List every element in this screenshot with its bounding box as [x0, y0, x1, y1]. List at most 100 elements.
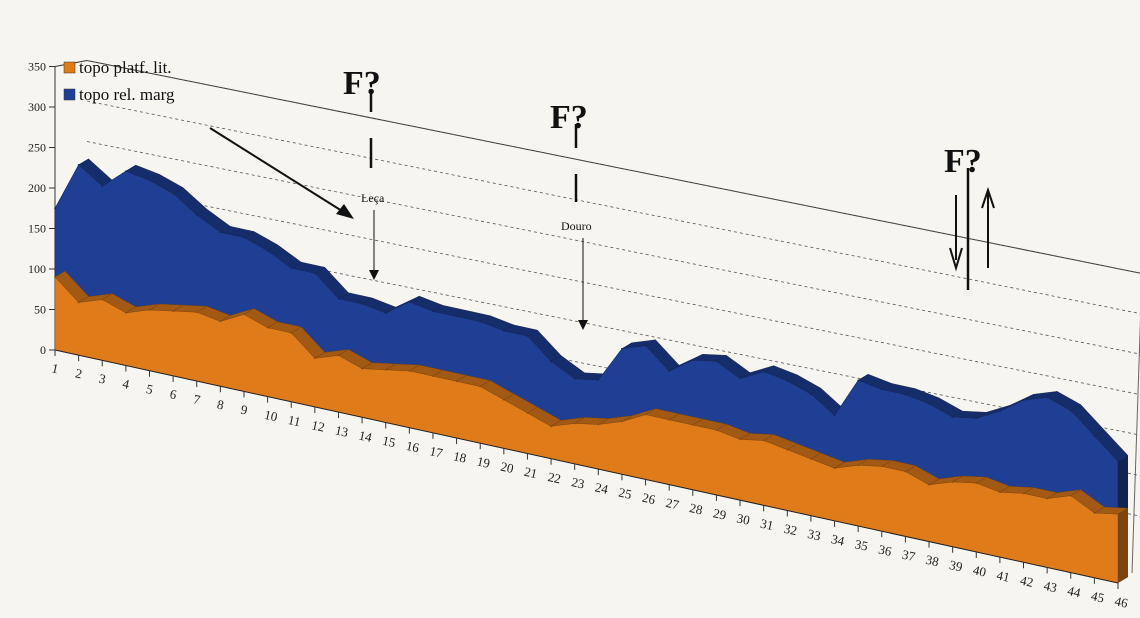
x-tick-label: 4: [121, 376, 131, 392]
y-tick-label: 150: [28, 222, 46, 236]
x-tick-label: 11: [287, 412, 302, 429]
x-tick-label: 44: [1066, 583, 1082, 601]
x-tick-label: 28: [688, 500, 704, 517]
data-point: [219, 231, 222, 234]
x-tick-label: 34: [830, 531, 846, 549]
data-point: [290, 332, 293, 334]
x-tick-label: 27: [665, 495, 681, 513]
data-point: [101, 185, 104, 188]
data-point: [928, 484, 930, 486]
river-label-leca: Leça: [361, 191, 385, 205]
frame-right-edge: [1131, 318, 1140, 574]
y-tick-label: 0: [40, 343, 46, 357]
legend: topo platf. lit. topo rel. marg: [63, 58, 175, 104]
data-point: [54, 276, 56, 278]
annotations: F? F? F? Leça Douro: [209, 65, 995, 330]
x-tick-label: 21: [523, 464, 539, 481]
data-point: [384, 312, 387, 314]
x-tick-label: 36: [877, 542, 893, 560]
data-point: [715, 429, 718, 431]
data-point: [833, 467, 836, 470]
data-point: [880, 465, 883, 468]
data-point: [1022, 492, 1025, 495]
data-point: [621, 420, 623, 423]
data-point: [857, 379, 859, 382]
data-point: [432, 310, 434, 313]
data-point: [503, 398, 505, 401]
x-tick-label: 30: [735, 510, 751, 527]
x-axis-ticks: 1 2 3 4 5 6 7 8 9 10 11 12 13 14 15 16 17 18 19 20 21 22 23 24 2…: [50, 350, 1130, 611]
river-arrow-head-douro: [578, 320, 588, 330]
x-tick-label: 15: [381, 433, 397, 450]
data-point: [125, 312, 127, 314]
data-point: [243, 236, 245, 239]
data-point: [999, 410, 1001, 413]
series-layer: [54, 158, 1129, 584]
x-tick-label: 2: [74, 365, 84, 381]
grid-line: [86, 222, 1140, 436]
y-tick-label: 250: [28, 141, 46, 155]
data-point: [550, 425, 552, 428]
x-tick-label: 46: [1113, 593, 1129, 611]
x-tick-label: 33: [806, 526, 822, 543]
data-point: [810, 458, 812, 460]
data-point: [644, 344, 647, 347]
data-point: [597, 379, 600, 381]
data-point: [668, 370, 670, 373]
x-tick-label: 37: [901, 547, 917, 565]
river-arrow-head-leca: [369, 270, 379, 280]
data-point: [762, 439, 765, 442]
data-point: [77, 164, 80, 166]
x-tick-label: 43: [1042, 578, 1058, 595]
x-tick-label: 10: [263, 407, 279, 424]
data-point: [266, 326, 269, 329]
data-point: [1117, 513, 1119, 515]
data-point: [975, 482, 978, 484]
data-point: [786, 448, 789, 451]
data-point: [692, 424, 694, 426]
x-tick-label: 9: [239, 402, 249, 418]
y-tick-label: 300: [28, 100, 46, 114]
x-tick-label: 20: [499, 459, 515, 476]
y-tick-label: 50: [34, 303, 46, 317]
series-topo-platf: [54, 270, 1129, 584]
x-tick-label: 39: [948, 557, 964, 574]
data-point: [739, 438, 741, 441]
x-tick-label: 7: [192, 391, 202, 407]
y-tick-label: 200: [28, 181, 46, 195]
x-tick-label: 17: [428, 443, 444, 461]
x-tick-label: 12: [310, 417, 326, 434]
grid-line: [86, 100, 1140, 315]
fault-label-3: F?: [944, 143, 982, 180]
data-point: [668, 419, 670, 421]
data-point: [266, 250, 269, 252]
data-point: [172, 310, 174, 312]
x-tick-label: 38: [924, 552, 940, 569]
trend-arrow-head: [336, 204, 354, 219]
data-point: [1046, 497, 1048, 500]
data-point: [526, 335, 529, 337]
x-tick-label: 1: [50, 360, 60, 376]
data-point: [337, 354, 340, 357]
x-tick-label: 13: [334, 422, 350, 439]
data-point: [904, 393, 907, 396]
data-point: [101, 298, 104, 301]
x-tick-label: 29: [712, 505, 728, 522]
data-point: [455, 315, 458, 318]
data-point: [1069, 409, 1072, 412]
data-point: [644, 413, 647, 416]
x-tick-label: 19: [476, 453, 492, 470]
data-point: [337, 297, 340, 300]
data-point: [243, 313, 245, 316]
data-point: [219, 320, 222, 323]
x-tick-label: 32: [783, 521, 799, 538]
grid-line: [86, 141, 1140, 355]
data-point: [1046, 396, 1048, 399]
data-point: [621, 347, 623, 350]
data-point: [479, 320, 482, 323]
fault-arrow-down: [949, 247, 963, 272]
data-point: [54, 207, 56, 210]
data-point: [597, 423, 600, 426]
data-point: [573, 422, 576, 425]
